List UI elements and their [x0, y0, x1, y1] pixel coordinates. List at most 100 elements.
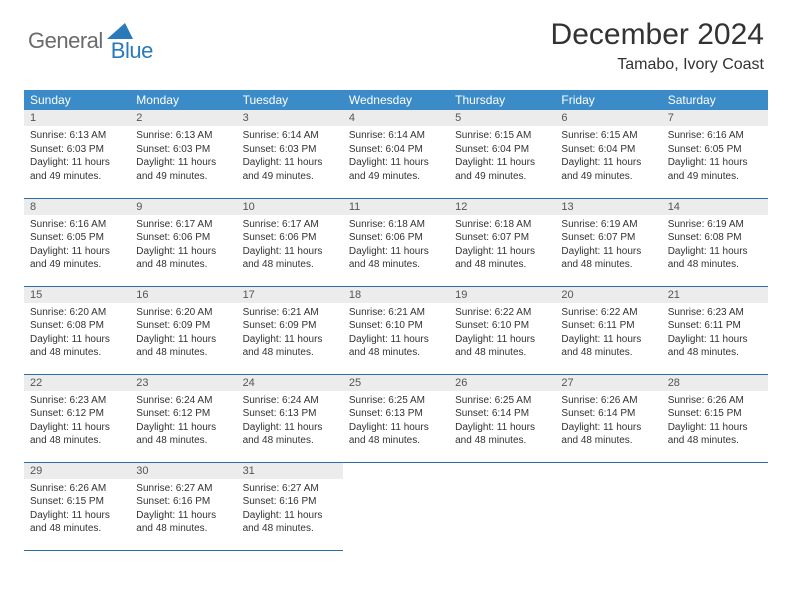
- calendar-row: 29Sunrise: 6:26 AMSunset: 6:15 PMDayligh…: [24, 462, 768, 550]
- day-number: 21: [662, 287, 768, 303]
- day-number: 3: [237, 110, 343, 126]
- day-cell: 4Sunrise: 6:14 AMSunset: 6:04 PMDaylight…: [343, 110, 449, 198]
- weekday-thursday: Thursday: [449, 90, 555, 110]
- day-cell: 24Sunrise: 6:24 AMSunset: 6:13 PMDayligh…: [237, 374, 343, 462]
- logo-text-general: General: [28, 28, 103, 54]
- weekday-saturday: Saturday: [662, 90, 768, 110]
- weekday-header-row: Sunday Monday Tuesday Wednesday Thursday…: [24, 90, 768, 110]
- calendar-row: 22Sunrise: 6:23 AMSunset: 6:12 PMDayligh…: [24, 374, 768, 462]
- day-cell: 21Sunrise: 6:23 AMSunset: 6:11 PMDayligh…: [662, 286, 768, 374]
- day-content: Sunrise: 6:14 AMSunset: 6:03 PMDaylight:…: [237, 126, 343, 187]
- day-cell: 5Sunrise: 6:15 AMSunset: 6:04 PMDaylight…: [449, 110, 555, 198]
- day-number: 24: [237, 375, 343, 391]
- day-number: 5: [449, 110, 555, 126]
- day-content: Sunrise: 6:14 AMSunset: 6:04 PMDaylight:…: [343, 126, 449, 187]
- day-cell: 12Sunrise: 6:18 AMSunset: 6:07 PMDayligh…: [449, 198, 555, 286]
- day-content: Sunrise: 6:27 AMSunset: 6:16 PMDaylight:…: [130, 479, 236, 540]
- day-content: Sunrise: 6:22 AMSunset: 6:11 PMDaylight:…: [555, 303, 661, 364]
- empty-cell: [449, 462, 555, 550]
- day-cell: 10Sunrise: 6:17 AMSunset: 6:06 PMDayligh…: [237, 198, 343, 286]
- day-number: 25: [343, 375, 449, 391]
- day-content: Sunrise: 6:17 AMSunset: 6:06 PMDaylight:…: [130, 215, 236, 276]
- day-number: 4: [343, 110, 449, 126]
- day-number: 27: [555, 375, 661, 391]
- title-block: December 2024 Tamabo, Ivory Coast: [551, 18, 764, 74]
- day-cell: 11Sunrise: 6:18 AMSunset: 6:06 PMDayligh…: [343, 198, 449, 286]
- day-number: 8: [24, 199, 130, 215]
- day-number: 17: [237, 287, 343, 303]
- day-content: Sunrise: 6:21 AMSunset: 6:09 PMDaylight:…: [237, 303, 343, 364]
- day-cell: 22Sunrise: 6:23 AMSunset: 6:12 PMDayligh…: [24, 374, 130, 462]
- weekday-wednesday: Wednesday: [343, 90, 449, 110]
- weekday-friday: Friday: [555, 90, 661, 110]
- day-cell: 6Sunrise: 6:15 AMSunset: 6:04 PMDaylight…: [555, 110, 661, 198]
- day-number: 18: [343, 287, 449, 303]
- day-cell: 26Sunrise: 6:25 AMSunset: 6:14 PMDayligh…: [449, 374, 555, 462]
- day-number: 14: [662, 199, 768, 215]
- calendar-row: 15Sunrise: 6:20 AMSunset: 6:08 PMDayligh…: [24, 286, 768, 374]
- day-number: 31: [237, 463, 343, 479]
- day-number: 11: [343, 199, 449, 215]
- day-cell: 14Sunrise: 6:19 AMSunset: 6:08 PMDayligh…: [662, 198, 768, 286]
- day-number: 7: [662, 110, 768, 126]
- location: Tamabo, Ivory Coast: [551, 56, 764, 74]
- day-number: 19: [449, 287, 555, 303]
- day-content: Sunrise: 6:24 AMSunset: 6:13 PMDaylight:…: [237, 391, 343, 452]
- empty-cell: [662, 462, 768, 550]
- empty-cell: [555, 462, 661, 550]
- day-content: Sunrise: 6:19 AMSunset: 6:08 PMDaylight:…: [662, 215, 768, 276]
- day-cell: 29Sunrise: 6:26 AMSunset: 6:15 PMDayligh…: [24, 462, 130, 550]
- weekday-sunday: Sunday: [24, 90, 130, 110]
- day-cell: 8Sunrise: 6:16 AMSunset: 6:05 PMDaylight…: [24, 198, 130, 286]
- day-content: Sunrise: 6:19 AMSunset: 6:07 PMDaylight:…: [555, 215, 661, 276]
- day-cell: 19Sunrise: 6:22 AMSunset: 6:10 PMDayligh…: [449, 286, 555, 374]
- day-number: 26: [449, 375, 555, 391]
- day-cell: 1Sunrise: 6:13 AMSunset: 6:03 PMDaylight…: [24, 110, 130, 198]
- day-number: 23: [130, 375, 236, 391]
- day-number: 16: [130, 287, 236, 303]
- day-number: 30: [130, 463, 236, 479]
- day-content: Sunrise: 6:15 AMSunset: 6:04 PMDaylight:…: [555, 126, 661, 187]
- header: General Blue December 2024 Tamabo, Ivory…: [0, 0, 792, 80]
- weekday-tuesday: Tuesday: [237, 90, 343, 110]
- day-cell: 18Sunrise: 6:21 AMSunset: 6:10 PMDayligh…: [343, 286, 449, 374]
- day-content: Sunrise: 6:26 AMSunset: 6:14 PMDaylight:…: [555, 391, 661, 452]
- day-content: Sunrise: 6:25 AMSunset: 6:14 PMDaylight:…: [449, 391, 555, 452]
- day-cell: 28Sunrise: 6:26 AMSunset: 6:15 PMDayligh…: [662, 374, 768, 462]
- logo: General Blue: [28, 18, 153, 64]
- day-number: 28: [662, 375, 768, 391]
- day-cell: 15Sunrise: 6:20 AMSunset: 6:08 PMDayligh…: [24, 286, 130, 374]
- day-content: Sunrise: 6:16 AMSunset: 6:05 PMDaylight:…: [662, 126, 768, 187]
- day-number: 12: [449, 199, 555, 215]
- calendar-table: Sunday Monday Tuesday Wednesday Thursday…: [24, 90, 768, 551]
- day-cell: 7Sunrise: 6:16 AMSunset: 6:05 PMDaylight…: [662, 110, 768, 198]
- day-number: 29: [24, 463, 130, 479]
- day-content: Sunrise: 6:24 AMSunset: 6:12 PMDaylight:…: [130, 391, 236, 452]
- day-content: Sunrise: 6:18 AMSunset: 6:06 PMDaylight:…: [343, 215, 449, 276]
- day-cell: 27Sunrise: 6:26 AMSunset: 6:14 PMDayligh…: [555, 374, 661, 462]
- day-number: 10: [237, 199, 343, 215]
- day-cell: 3Sunrise: 6:14 AMSunset: 6:03 PMDaylight…: [237, 110, 343, 198]
- weekday-monday: Monday: [130, 90, 236, 110]
- day-content: Sunrise: 6:13 AMSunset: 6:03 PMDaylight:…: [24, 126, 130, 187]
- day-cell: 23Sunrise: 6:24 AMSunset: 6:12 PMDayligh…: [130, 374, 236, 462]
- day-content: Sunrise: 6:20 AMSunset: 6:09 PMDaylight:…: [130, 303, 236, 364]
- day-content: Sunrise: 6:15 AMSunset: 6:04 PMDaylight:…: [449, 126, 555, 187]
- day-number: 9: [130, 199, 236, 215]
- day-cell: 31Sunrise: 6:27 AMSunset: 6:16 PMDayligh…: [237, 462, 343, 550]
- calendar-body: 1Sunrise: 6:13 AMSunset: 6:03 PMDaylight…: [24, 110, 768, 550]
- day-number: 1: [24, 110, 130, 126]
- calendar-row: 1Sunrise: 6:13 AMSunset: 6:03 PMDaylight…: [24, 110, 768, 198]
- day-cell: 16Sunrise: 6:20 AMSunset: 6:09 PMDayligh…: [130, 286, 236, 374]
- day-number: 2: [130, 110, 236, 126]
- day-content: Sunrise: 6:27 AMSunset: 6:16 PMDaylight:…: [237, 479, 343, 540]
- day-content: Sunrise: 6:16 AMSunset: 6:05 PMDaylight:…: [24, 215, 130, 276]
- day-number: 15: [24, 287, 130, 303]
- day-cell: 20Sunrise: 6:22 AMSunset: 6:11 PMDayligh…: [555, 286, 661, 374]
- day-cell: 25Sunrise: 6:25 AMSunset: 6:13 PMDayligh…: [343, 374, 449, 462]
- calendar-row: 8Sunrise: 6:16 AMSunset: 6:05 PMDaylight…: [24, 198, 768, 286]
- empty-cell: [343, 462, 449, 550]
- day-number: 20: [555, 287, 661, 303]
- day-cell: 17Sunrise: 6:21 AMSunset: 6:09 PMDayligh…: [237, 286, 343, 374]
- day-content: Sunrise: 6:23 AMSunset: 6:11 PMDaylight:…: [662, 303, 768, 364]
